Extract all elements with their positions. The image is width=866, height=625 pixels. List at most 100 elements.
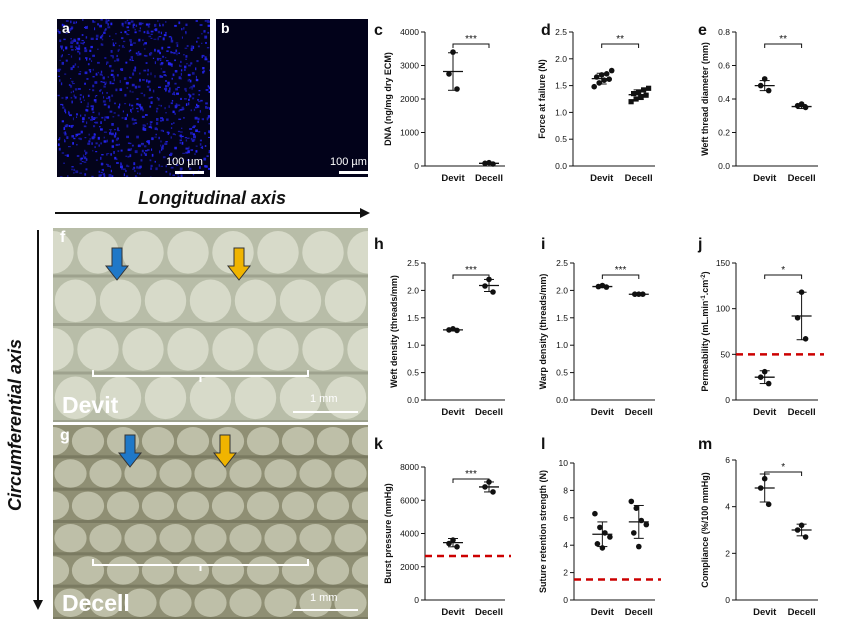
nucleus-dot	[100, 174, 102, 176]
nucleus-dot	[72, 65, 75, 68]
x-category-label: Devit	[590, 173, 614, 184]
thread-bundle	[167, 231, 209, 274]
nucleus-dot	[105, 19, 108, 21]
nucleus-dot	[180, 60, 182, 63]
nucleus-dot	[134, 170, 136, 172]
nucleus-dot	[92, 84, 95, 88]
nucleus-dot	[121, 45, 124, 48]
data-point	[628, 498, 635, 505]
nucleus-dot	[60, 82, 63, 86]
nucleus-dot	[123, 173, 125, 177]
nucleus-dot	[127, 165, 130, 168]
y-tick-label: 0	[414, 161, 419, 171]
nucleus-dot	[84, 137, 87, 139]
nucleus-dot	[101, 43, 104, 46]
nucleus-dot	[94, 121, 97, 124]
nucleus-dot	[132, 27, 135, 29]
nucleus-dot	[77, 66, 79, 68]
nucleus-dot	[110, 55, 113, 57]
nucleus-dot	[165, 80, 167, 82]
nucleus-dot	[134, 66, 137, 70]
y-axis-label: Force at failure (N)	[537, 59, 547, 139]
nucleus-dot	[70, 20, 72, 24]
y-tick-label: 3000	[400, 61, 419, 71]
thread-bundle	[106, 556, 140, 585]
y-axis-label: Weft thread diameter (mm)	[700, 42, 710, 156]
data-point	[636, 543, 642, 550]
nucleus-dot	[109, 132, 112, 135]
nucleus-dot	[131, 57, 133, 61]
nucleus-dot	[70, 67, 73, 71]
nucleus-dot	[187, 79, 189, 82]
nucleus-dot	[112, 56, 114, 59]
nucleus-dot	[111, 69, 114, 72]
thread-bundle	[141, 427, 175, 456]
nucleus-dot	[191, 86, 193, 90]
nucleus-dot	[65, 124, 69, 127]
nucleus-dot	[78, 44, 81, 48]
significance-bracket	[452, 43, 490, 48]
nucleus-dot	[76, 47, 79, 50]
nucleus-dot	[137, 145, 139, 147]
significance-label: *	[781, 265, 785, 276]
nucleus-dot	[195, 145, 198, 147]
nucleus-dot	[199, 166, 201, 169]
nucleus-dot	[121, 68, 124, 71]
nucleus-dot	[115, 132, 117, 136]
nucleus-dot	[195, 78, 199, 82]
nucleus-dot	[155, 133, 157, 136]
thread-bundle	[144, 376, 187, 420]
nucleus-dot	[63, 162, 65, 164]
nucleus-dot	[129, 39, 132, 42]
nucleus-dot	[73, 137, 76, 140]
nucleus-dot	[114, 156, 117, 160]
thread-bundle	[159, 588, 192, 617]
nucleus-dot	[64, 131, 67, 135]
nucleus-dot	[159, 51, 161, 55]
nucleus-dot	[120, 31, 122, 34]
row-shadow	[53, 584, 368, 588]
nucleus-dot	[126, 19, 129, 22]
nucleus-dot	[138, 38, 141, 42]
nucleus-dot	[203, 157, 207, 161]
nucleus-dot	[75, 46, 78, 48]
nucleus-dot	[113, 112, 116, 114]
significance-label: ***	[465, 34, 477, 45]
nucleus-dot	[164, 31, 167, 34]
nucleus-dot	[143, 69, 147, 72]
nucleus-dot	[197, 117, 200, 121]
nucleus-dot	[160, 129, 164, 132]
nucleus-dot	[196, 60, 199, 63]
row-shadow	[53, 371, 368, 375]
data-point	[765, 501, 772, 508]
nucleus-dot	[170, 65, 173, 67]
nucleus-dot	[106, 154, 108, 156]
nucleus-dot	[205, 102, 208, 105]
nucleus-dot	[112, 116, 115, 118]
nucleus-dot	[126, 113, 128, 117]
nucleus-dot	[103, 31, 106, 34]
y-axis-label: Burst pressure (mmHg)	[383, 483, 393, 584]
nucleus-dot	[144, 48, 146, 50]
y-tick-label: 2000	[400, 94, 419, 104]
nucleus-dot	[207, 117, 210, 119]
nucleus-dot	[198, 100, 201, 103]
nucleus-dot	[121, 117, 124, 119]
row-shadow	[53, 552, 368, 556]
nucleus-dot	[71, 80, 74, 83]
nucleus-dot	[148, 88, 151, 92]
x-category-label: Decell	[625, 173, 653, 184]
nucleus-dot	[82, 117, 85, 121]
nucleus-dot	[195, 75, 197, 79]
scale-bar-a	[175, 171, 204, 174]
nucleus-dot	[93, 21, 96, 23]
nucleus-dot	[84, 173, 87, 176]
nucleus-dot	[125, 155, 127, 157]
nucleus-dot	[97, 61, 100, 64]
nucleus-dot	[199, 143, 202, 146]
thread-bundle	[229, 588, 262, 617]
significance-label: ***	[615, 265, 627, 276]
longitudinal-axis-label: Longitudinal axis	[138, 188, 286, 208]
nucleus-dot	[136, 54, 140, 56]
nucleus-dot	[185, 147, 189, 150]
